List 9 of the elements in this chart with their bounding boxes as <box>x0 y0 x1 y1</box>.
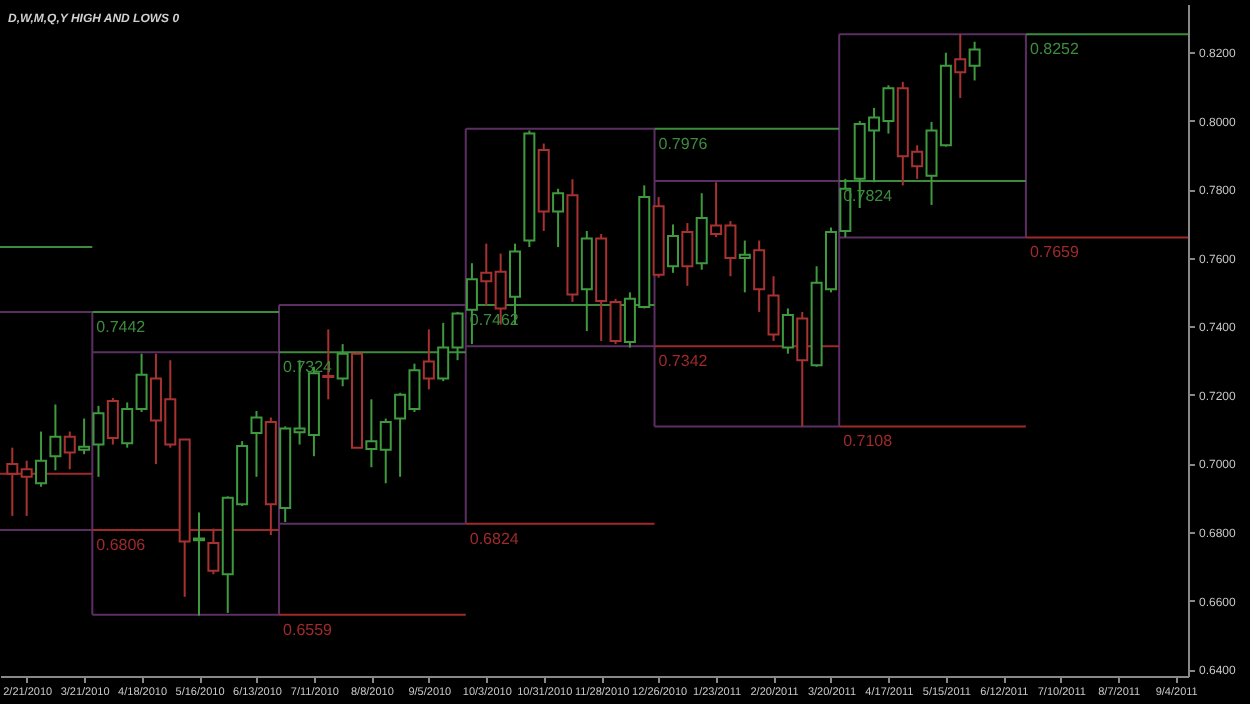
annotation: 0.6824 <box>469 529 520 548</box>
annotation: 0.7659 <box>1029 243 1080 262</box>
annotation: 0.6559 <box>283 620 334 639</box>
annotation: 0.7342 <box>658 352 709 371</box>
annotation: 0.7442 <box>96 317 147 336</box>
annotation: 0.8252 <box>1029 40 1080 59</box>
annotation: 0.7976 <box>658 134 709 153</box>
annotation: 0.6806 <box>96 535 147 554</box>
annotation: 0.7108 <box>843 432 894 451</box>
